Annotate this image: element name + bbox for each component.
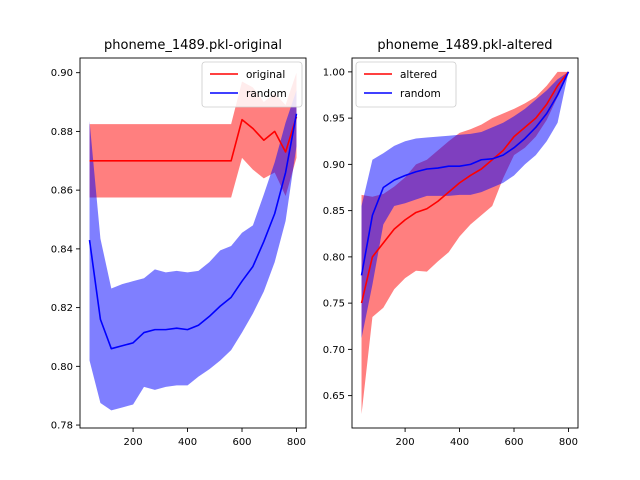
x-tick-label: 600 [504,437,523,448]
legend: original random [201,61,303,108]
line-original [89,116,298,162]
legend-label-random: random [400,88,441,100]
x-tick-label: 400 [450,437,469,448]
x-tick-label: 400 [178,437,197,448]
legend: altered random [355,61,457,108]
legend-label-altered: altered [400,69,437,81]
line-random [360,71,570,276]
y-tick-label: 0.84 [51,244,73,255]
line-random [88,113,298,350]
legend-label-original: original [246,69,285,81]
y-tick-label: 0.90 [323,160,345,171]
y-tick-label: 0.80 [51,362,73,373]
axes-frame [351,57,579,429]
band-random [89,90,297,411]
x-tick-label: 800 [559,437,578,448]
y-tick-label: 0.95 [323,114,345,125]
y-tick-label: 0.65 [323,391,345,402]
x-tick-label: 200 [396,437,415,448]
axes-frame [79,57,307,429]
y-tick-label: 0.80 [323,252,345,263]
y-tick-label: 0.75 [323,299,345,310]
x-tick-label: 800 [287,437,306,448]
x-tick-label: 600 [232,437,251,448]
legend-label-random: random [246,88,287,100]
y-tick-label: 0.86 [51,186,73,197]
left-chart-panel: phoneme_1489.pkl-original 200 400 600 800 0.7… [51,38,307,448]
chart-title: phoneme_1489.pkl-altered [377,38,552,53]
band-random [361,71,569,339]
y-tick-label: 0.88 [51,127,73,138]
y-tick-label: 0.82 [51,303,73,314]
y-tick-label: 0.85 [323,206,345,217]
x-tick-label: 200 [124,437,143,448]
chart-title: phoneme_1489.pkl-original [104,38,282,53]
y-tick-label: 0.78 [51,421,73,432]
line-altered [360,71,570,304]
y-tick-label: 0.70 [323,345,345,356]
y-tick-label: 1.00 [323,67,345,78]
right-chart-panel: phoneme_1489.pkl-altered 200 400 600 800 0.65… [323,38,579,448]
y-tick-label: 0.90 [51,68,73,79]
